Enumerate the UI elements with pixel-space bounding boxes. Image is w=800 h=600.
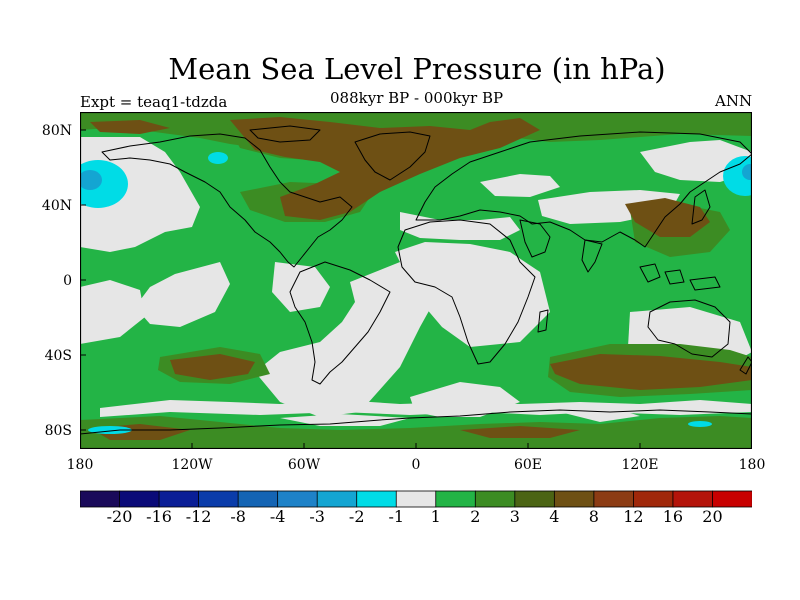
colorbar-swatch — [395, 490, 437, 508]
lon-label-120e: 120E — [621, 457, 659, 473]
colorbar-label: -4 — [269, 507, 286, 526]
axis-ticks — [80, 129, 641, 449]
colorbar-swatch — [633, 490, 674, 508]
lat-label-40n: 40N — [41, 198, 72, 214]
colorbar-swatch — [593, 490, 635, 508]
colorbar-swatch — [356, 490, 397, 508]
colorbar-label: -1 — [388, 507, 405, 526]
pressure-anomaly-map — [80, 112, 752, 449]
colorbar-swatch — [277, 490, 318, 508]
season-label: ANN — [715, 92, 753, 110]
experiment-label: Expt = teaq1-tdzda — [80, 93, 228, 111]
map-title: Mean Sea Level Pressure (in hPa) — [168, 52, 666, 86]
colorbar-label: 8 — [588, 507, 599, 526]
lon-label-0: 0 — [411, 457, 421, 473]
colorbar-swatch — [80, 490, 121, 508]
colorbar-swatch — [198, 490, 239, 508]
colorbar-swatch — [672, 490, 714, 508]
colorbar — [80, 490, 752, 508]
lat-label-40s: 40S — [44, 348, 72, 364]
colorbar-swatch — [158, 490, 200, 508]
field-negative-spots — [80, 152, 752, 434]
lon-label-60e: 60E — [513, 457, 543, 473]
lon-label-180e: 180 — [738, 457, 766, 473]
colorbar-swatch — [474, 490, 516, 508]
colorbar-label: 3 — [509, 507, 520, 526]
colorbar-label: 4 — [549, 507, 560, 526]
colorbar-swatch — [514, 490, 556, 508]
colorbar-swatch — [553, 490, 595, 508]
coastlines — [80, 125, 752, 435]
lon-label-60w: 60W — [287, 457, 321, 473]
period-subtitle: 088kyr BP - 000kyr BP — [330, 89, 504, 107]
colorbar-swatch — [237, 490, 279, 508]
colorbar-swatch — [712, 490, 752, 508]
lon-label-180w: 180 — [66, 457, 94, 473]
lat-label-0: 0 — [63, 273, 72, 289]
colorbar-label: -2 — [348, 507, 365, 526]
colorbar-swatch — [119, 490, 160, 508]
colorbar-label: -3 — [309, 507, 325, 526]
colorbar-label: -8 — [230, 507, 246, 526]
colorbar-label: 16 — [662, 507, 684, 526]
colorbar-label: 12 — [623, 507, 644, 526]
field-brown-regions — [90, 117, 752, 440]
colorbar-label: -20 — [106, 507, 133, 526]
lon-label-120w: 120W — [171, 457, 213, 473]
colorbar-swatch — [435, 490, 476, 508]
colorbar-label: -12 — [185, 507, 212, 526]
colorbar-label: 1 — [430, 507, 441, 526]
colorbar-label: -16 — [146, 507, 172, 526]
lat-label-80n: 80N — [41, 123, 72, 139]
colorbar-swatch — [316, 490, 358, 508]
lat-label-80s: 80S — [44, 423, 72, 439]
field-neutral-regions — [80, 137, 752, 426]
colorbar-label: 2 — [470, 507, 481, 526]
colorbar-label: 20 — [702, 507, 723, 526]
